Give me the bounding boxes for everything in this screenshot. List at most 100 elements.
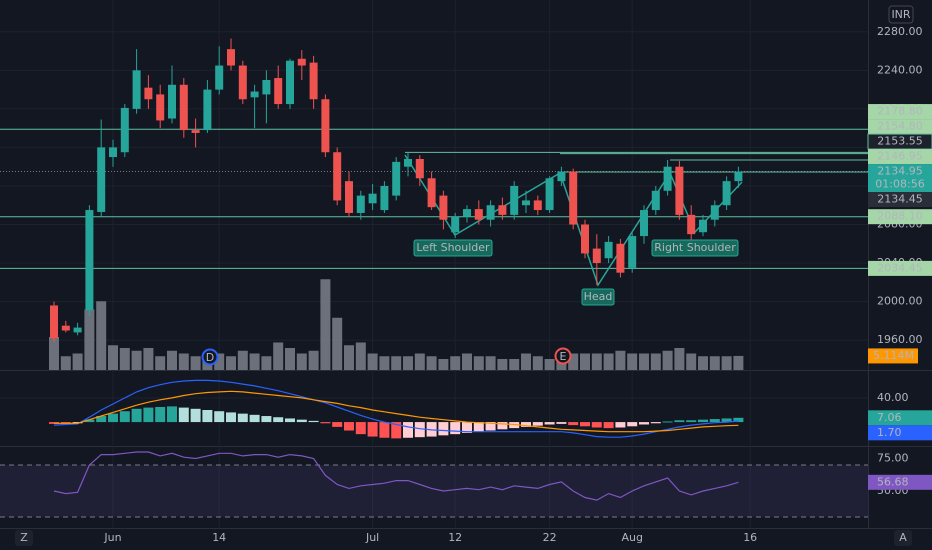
volume-bar (721, 356, 732, 370)
macd-histogram-bar (721, 418, 732, 423)
candle-body (286, 60, 294, 105)
y-tick-label: 2000.00 (877, 295, 923, 308)
macd-histogram-bar (285, 418, 295, 423)
macd-histogram-bar (603, 422, 614, 429)
volume-bar (214, 353, 225, 370)
event-label[interactable]: D (206, 351, 214, 364)
volume-last-box (868, 348, 918, 364)
macd-last-label: 1.70 (877, 426, 902, 439)
macd-histogram-bar (532, 422, 543, 426)
candle-body (592, 248, 601, 264)
timezone-button[interactable]: Z (20, 531, 28, 544)
macd-histogram-bar (698, 419, 708, 423)
level-label: 2034.45 (877, 261, 923, 274)
volume-bar (414, 353, 425, 370)
grid-layer (0, 0, 868, 528)
level-box (868, 104, 932, 120)
auto-scale-button[interactable]: A (899, 531, 907, 544)
candle-body (321, 99, 330, 153)
candle-body (699, 219, 707, 233)
volume-bar (627, 353, 638, 370)
event-marker[interactable] (554, 347, 572, 365)
event-label[interactable]: E (560, 350, 567, 363)
volume-bar (438, 359, 449, 370)
volume-bar (355, 342, 366, 370)
volume-bar (119, 348, 130, 370)
candle-body (557, 171, 566, 182)
macd-histogram-bar (320, 422, 331, 424)
currency-box[interactable] (888, 5, 914, 24)
candle-body (215, 65, 224, 90)
candle-body (333, 152, 342, 201)
rsi-last-box (868, 474, 932, 490)
candle-body (238, 65, 247, 100)
x-tick-label: Jun (103, 531, 121, 544)
candle-body (545, 178, 554, 211)
level-label: 2178.80 (877, 105, 923, 118)
macd-histogram-bar (344, 422, 354, 431)
macd-histogram-bar (214, 411, 225, 423)
candle-body (144, 87, 153, 100)
volume-bar (308, 350, 319, 370)
auto-scale-button-box[interactable] (894, 530, 912, 546)
volume-bar (96, 301, 107, 370)
candle-body (675, 166, 684, 215)
candle-body (486, 205, 495, 220)
volume-bar (167, 350, 177, 370)
volume-bar (615, 350, 626, 370)
level-label: 2146.95 (877, 150, 923, 163)
macd-histogram-bar (709, 419, 720, 423)
x-tick-label: Jul (365, 531, 379, 544)
volume-bar (344, 345, 354, 370)
macd-histogram-bar (379, 422, 390, 438)
volume-bar (261, 356, 272, 370)
volume-bar (450, 356, 461, 370)
candle-body (97, 147, 106, 212)
level-box (868, 209, 932, 225)
volume-bar (544, 359, 555, 370)
volume-bar (72, 353, 83, 370)
volume-bar (379, 356, 390, 370)
candle-body (156, 94, 165, 121)
volume-bar (178, 353, 189, 370)
candle-body (191, 130, 200, 133)
annotation-box (581, 288, 615, 306)
candle-body (710, 205, 719, 220)
candle-body (227, 49, 235, 66)
macd-histogram-bar (438, 422, 449, 436)
level-label: 2088.10 (877, 210, 923, 223)
macd-histogram-bar (143, 407, 154, 423)
volume-bar (237, 350, 248, 370)
candle-body (203, 89, 212, 131)
level-layer (0, 128, 868, 269)
candle-body (616, 243, 625, 273)
volume-bar (580, 353, 590, 370)
currency: INR (891, 8, 910, 21)
macd-histogram-bar (650, 422, 661, 424)
candle-body (415, 158, 424, 179)
volume-bar (521, 353, 531, 370)
volume-bar (332, 317, 343, 370)
volume-bar (497, 359, 508, 370)
macd-histogram-bar (131, 408, 142, 423)
x-tick-label: 16 (743, 531, 757, 544)
macd-histogram-bar (462, 422, 472, 433)
candle-body (368, 193, 377, 204)
timezone-button-box[interactable] (15, 530, 33, 546)
candle-body (498, 205, 507, 215)
volume-bar (462, 353, 472, 370)
macd-histogram-bar (178, 407, 189, 423)
macd-histogram-bar (119, 411, 130, 423)
candle-body (463, 209, 471, 217)
annotation-label: Head (584, 290, 613, 303)
candle-body (663, 166, 672, 191)
event-marker[interactable] (201, 348, 219, 366)
volume-bar (273, 342, 284, 370)
level-label: 2154.80 (877, 120, 923, 133)
volume-bar (285, 348, 295, 370)
macd-histogram-bar (473, 422, 484, 432)
candle-body (309, 62, 318, 100)
candle-body (451, 216, 460, 233)
volume-bar (190, 356, 201, 370)
